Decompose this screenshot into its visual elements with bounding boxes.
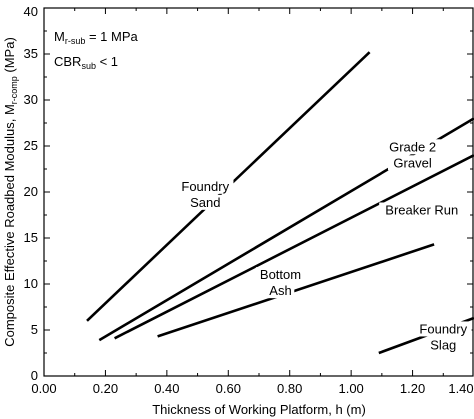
series-label-bg — [255, 267, 306, 283]
plot-frame — [43, 7, 474, 377]
series-label-foundry-sand: Foundry — [181, 179, 229, 194]
series-line-bottom-ash — [157, 243, 435, 338]
x-tick-label: 0.80 — [277, 381, 302, 396]
y-tick-label: 30 — [24, 92, 38, 107]
y-tick-label: 40 — [24, 4, 38, 19]
series-line-breaker-run — [114, 154, 474, 340]
series-label-bg — [425, 337, 461, 353]
series-label-bg — [384, 139, 441, 155]
x-axis-label: Thickness of Working Platform, h (m) — [152, 402, 366, 417]
x-tick-label: 1.00 — [338, 381, 363, 396]
y-tick-label: 20 — [24, 184, 38, 199]
x-tick-label: 0.20 — [93, 381, 118, 396]
series-label-foundry-sand: Sand — [190, 195, 220, 210]
series-label-bottom-ash: Bottom — [260, 267, 301, 282]
series-label-bg — [177, 178, 234, 194]
y-axis-label: Composite Effective Roadbed Modulus, Mr-… — [2, 37, 19, 347]
series-label-foundry-slag: Foundry — [419, 321, 467, 336]
series-label-foundry-slag: Slag — [430, 337, 456, 352]
annotation-cbr-sub: CBRsub < 1 — [54, 54, 118, 71]
series-label-bg — [387, 155, 438, 171]
y-tick-label: 15 — [24, 230, 38, 245]
x-tick-label: 1.40 — [448, 381, 473, 396]
series-label-bg — [415, 321, 472, 337]
y-tick-label: 0 — [31, 368, 38, 383]
x-tick-label: 0.60 — [216, 381, 241, 396]
ticks-layer: 0.00 0.20 0.40 0.60 0.80 1.00 1.20 1.40 0 5 10 15 20… — [24, 4, 474, 396]
series-label-bg — [187, 194, 223, 210]
y-tick-label: 25 — [24, 138, 38, 153]
y-tick-label: 5 — [31, 322, 38, 337]
series-label-bottom-ash: Ash — [269, 283, 291, 298]
series-label-bg — [379, 202, 465, 218]
series-label-grade-2-gravel: Grade 2 — [389, 139, 436, 154]
annotation-mr-sub: Mr-sub = 1 MPa — [54, 29, 139, 46]
x-tick-label: 1.20 — [400, 381, 425, 396]
series-label-breaker-run: Breaker Run — [385, 202, 458, 217]
x-tick-label: 0.40 — [154, 381, 179, 396]
series-label-grade-2-gravel: Gravel — [393, 155, 431, 170]
y-tick-label: 10 — [24, 276, 38, 291]
x-tick-label: 0.00 — [31, 381, 56, 396]
y-tick-label: 35 — [24, 46, 38, 61]
series-label-bg — [266, 283, 295, 299]
